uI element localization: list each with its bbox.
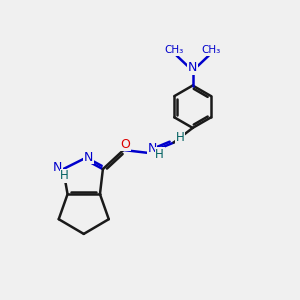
- Text: H: H: [155, 148, 164, 161]
- Text: N: N: [147, 142, 157, 155]
- Text: N: N: [188, 61, 197, 74]
- Text: H: H: [176, 131, 184, 144]
- Text: O: O: [120, 138, 130, 151]
- Text: H: H: [155, 148, 164, 161]
- Text: H: H: [60, 169, 69, 182]
- Text: CH₃: CH₃: [164, 45, 184, 55]
- Text: CH₃: CH₃: [202, 45, 221, 55]
- Text: N: N: [53, 161, 62, 174]
- Text: N: N: [188, 61, 197, 74]
- Text: N: N: [53, 161, 62, 174]
- Text: N: N: [84, 151, 93, 164]
- Text: H: H: [60, 169, 69, 182]
- Text: N: N: [84, 151, 93, 164]
- Text: O: O: [120, 138, 130, 151]
- Text: CH₃: CH₃: [164, 45, 184, 55]
- Text: H: H: [176, 131, 184, 144]
- Text: N: N: [147, 142, 157, 155]
- Text: CH₃: CH₃: [202, 45, 221, 55]
